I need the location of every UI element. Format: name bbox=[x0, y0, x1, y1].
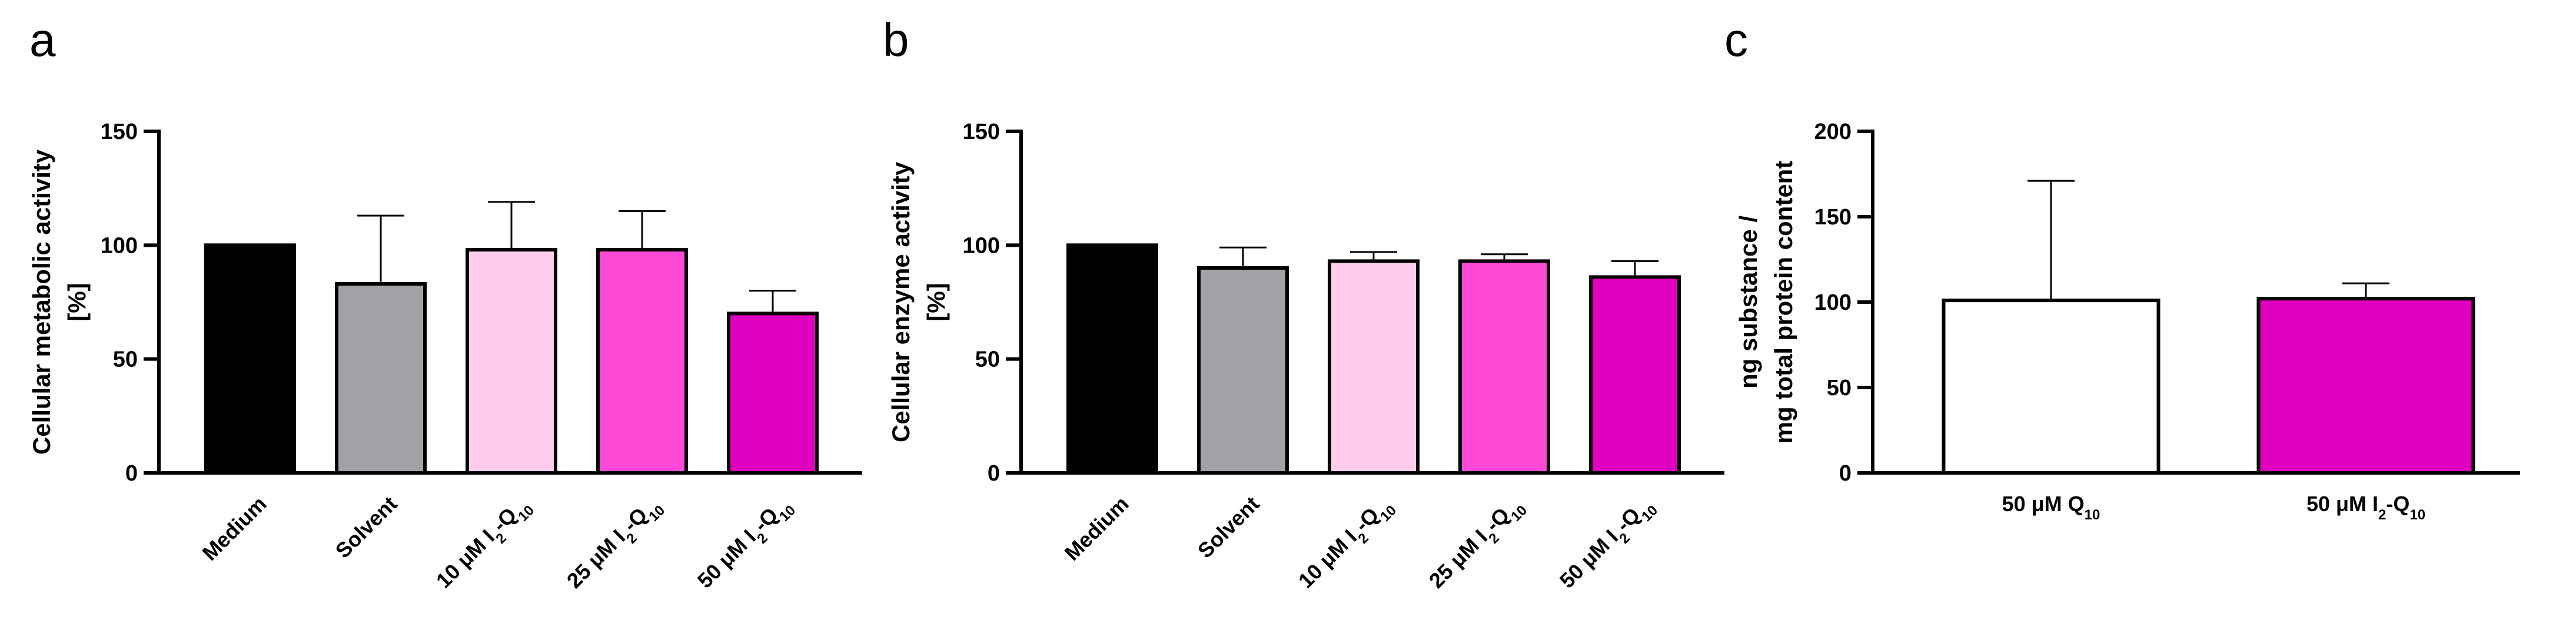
bar bbox=[204, 243, 296, 475]
y-axis-title: [%] bbox=[922, 283, 950, 321]
bar bbox=[335, 282, 427, 475]
y-tick-label: 0 bbox=[988, 461, 1000, 486]
y-axis-title: ng substance / bbox=[1734, 216, 1762, 389]
x-tick-label: Solvent bbox=[331, 492, 402, 563]
bar bbox=[1066, 243, 1158, 475]
y-axis-title: [%] bbox=[63, 283, 91, 321]
y-axis-title: Cellular metabolic activity bbox=[28, 149, 55, 455]
x-tick-label: Solvent bbox=[1193, 492, 1264, 563]
y-tick-label: 150 bbox=[101, 120, 138, 144]
x-tick-label: Medium bbox=[1059, 492, 1133, 565]
x-tick-label: 50 μM Q10 bbox=[2002, 492, 2100, 523]
panel-letter: c bbox=[1724, 14, 1748, 66]
y-tick-label: 100 bbox=[1814, 290, 1852, 315]
y-tick-label: 200 bbox=[1814, 120, 1852, 144]
y-tick-label: 0 bbox=[125, 461, 138, 486]
y-tick-label: 150 bbox=[963, 120, 1000, 144]
x-tick-label: 25 μM I2-Q10 bbox=[562, 492, 668, 598]
y-tick-label: 100 bbox=[101, 233, 138, 258]
y-tick-label: 100 bbox=[963, 233, 1000, 258]
panel-letter: a bbox=[29, 14, 56, 66]
bar bbox=[1197, 266, 1289, 475]
y-tick-label: 50 bbox=[1827, 376, 1852, 400]
bar bbox=[466, 248, 557, 475]
x-tick-label: Medium bbox=[197, 492, 271, 565]
y-tick-label: 50 bbox=[113, 347, 138, 372]
bar bbox=[1458, 259, 1550, 475]
bar bbox=[1328, 259, 1420, 475]
y-tick-label: 150 bbox=[1814, 205, 1852, 230]
panel-letter: b bbox=[883, 14, 909, 66]
bar bbox=[1589, 275, 1681, 475]
x-tick-label: 10 μM I2-Q10 bbox=[1294, 492, 1400, 598]
y-axis-title: Cellular enzyme activity bbox=[887, 161, 915, 442]
bar bbox=[2256, 297, 2475, 475]
y-tick-label: 0 bbox=[1839, 461, 1852, 486]
y-axis-title: mg total protein content bbox=[1770, 161, 1797, 444]
bar bbox=[1942, 299, 2160, 475]
y-tick-label: 50 bbox=[975, 347, 1000, 372]
x-tick-label: 50 μM I2-Q10 bbox=[693, 492, 799, 598]
bar bbox=[596, 248, 688, 475]
x-tick-label: 25 μM I2-Q10 bbox=[1424, 492, 1530, 598]
bar bbox=[727, 312, 819, 475]
x-tick-label: 50 μM I2-Q10 bbox=[2306, 492, 2425, 523]
x-tick-label: 50 μM I2-Q10 bbox=[1555, 492, 1661, 598]
x-tick-label: 10 μM I2-Q10 bbox=[431, 492, 537, 598]
